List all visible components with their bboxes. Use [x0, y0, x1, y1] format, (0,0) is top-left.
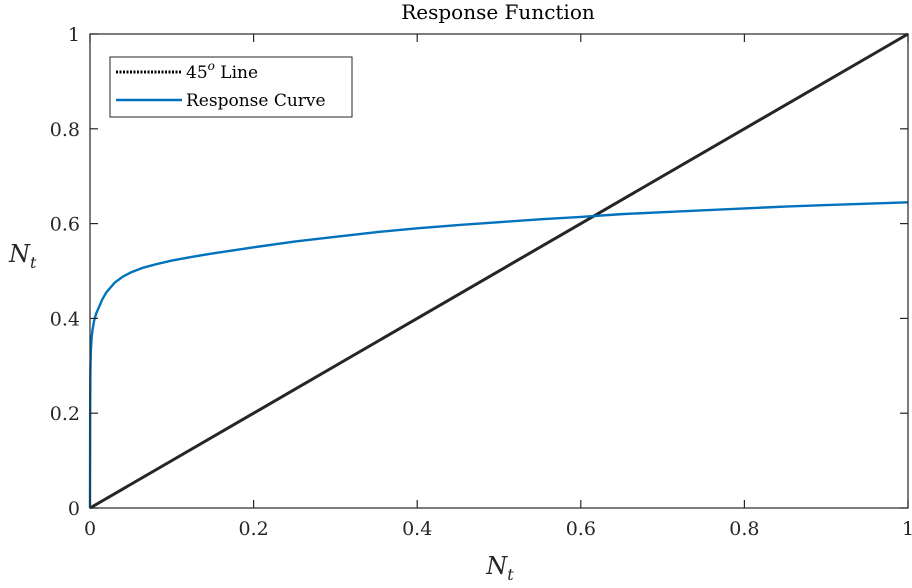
- x-axis-label-sub: t: [507, 565, 514, 584]
- y-tick-label: 1: [68, 24, 80, 46]
- legend-label-45-base: 45: [186, 63, 208, 83]
- x-tick-label: 0: [84, 518, 96, 540]
- series-45-line: [89, 32, 909, 510]
- legend-label-response-curve: Response Curve: [186, 91, 326, 111]
- y-tick-label: 0.2: [50, 403, 80, 425]
- legend-label-45-sup: o: [208, 59, 215, 73]
- x-axis-label: Nt: [485, 552, 514, 584]
- y-tick-label: 0.8: [50, 119, 80, 141]
- legend: 45o Line Response Curve: [109, 56, 353, 118]
- y-tick-label: 0.6: [50, 214, 80, 236]
- x-tick-label: 0.8: [729, 518, 759, 540]
- legend-label-45-rest: Line: [215, 63, 258, 83]
- series-response-curve: [88, 201, 909, 509]
- chart-title: Response Function: [401, 0, 595, 24]
- x-tick-label: 0.4: [402, 518, 432, 540]
- x-tick-label: 0.2: [238, 518, 268, 540]
- y-axis-label-sub: t: [30, 253, 37, 272]
- legend-box: [109, 56, 353, 118]
- legend-label-45-line: 45o Line: [186, 59, 258, 83]
- plot-frame: [89, 33, 909, 509]
- y-axis-label-base: N: [8, 240, 31, 268]
- x-tick-label: 0.6: [566, 518, 596, 540]
- x-axis-label-base: N: [485, 552, 508, 580]
- tick-layer: 0 0.2 0.4 0.6 0.8 1 0 0.2 0.4 0.6 0.8 1: [50, 24, 912, 540]
- y-tick-label: 0: [68, 498, 80, 520]
- y-axis-label: Nt: [8, 240, 37, 272]
- x-tick-label: 1: [902, 518, 912, 540]
- series-layer: [88, 32, 909, 510]
- y-tick-label: 0.4: [50, 308, 80, 330]
